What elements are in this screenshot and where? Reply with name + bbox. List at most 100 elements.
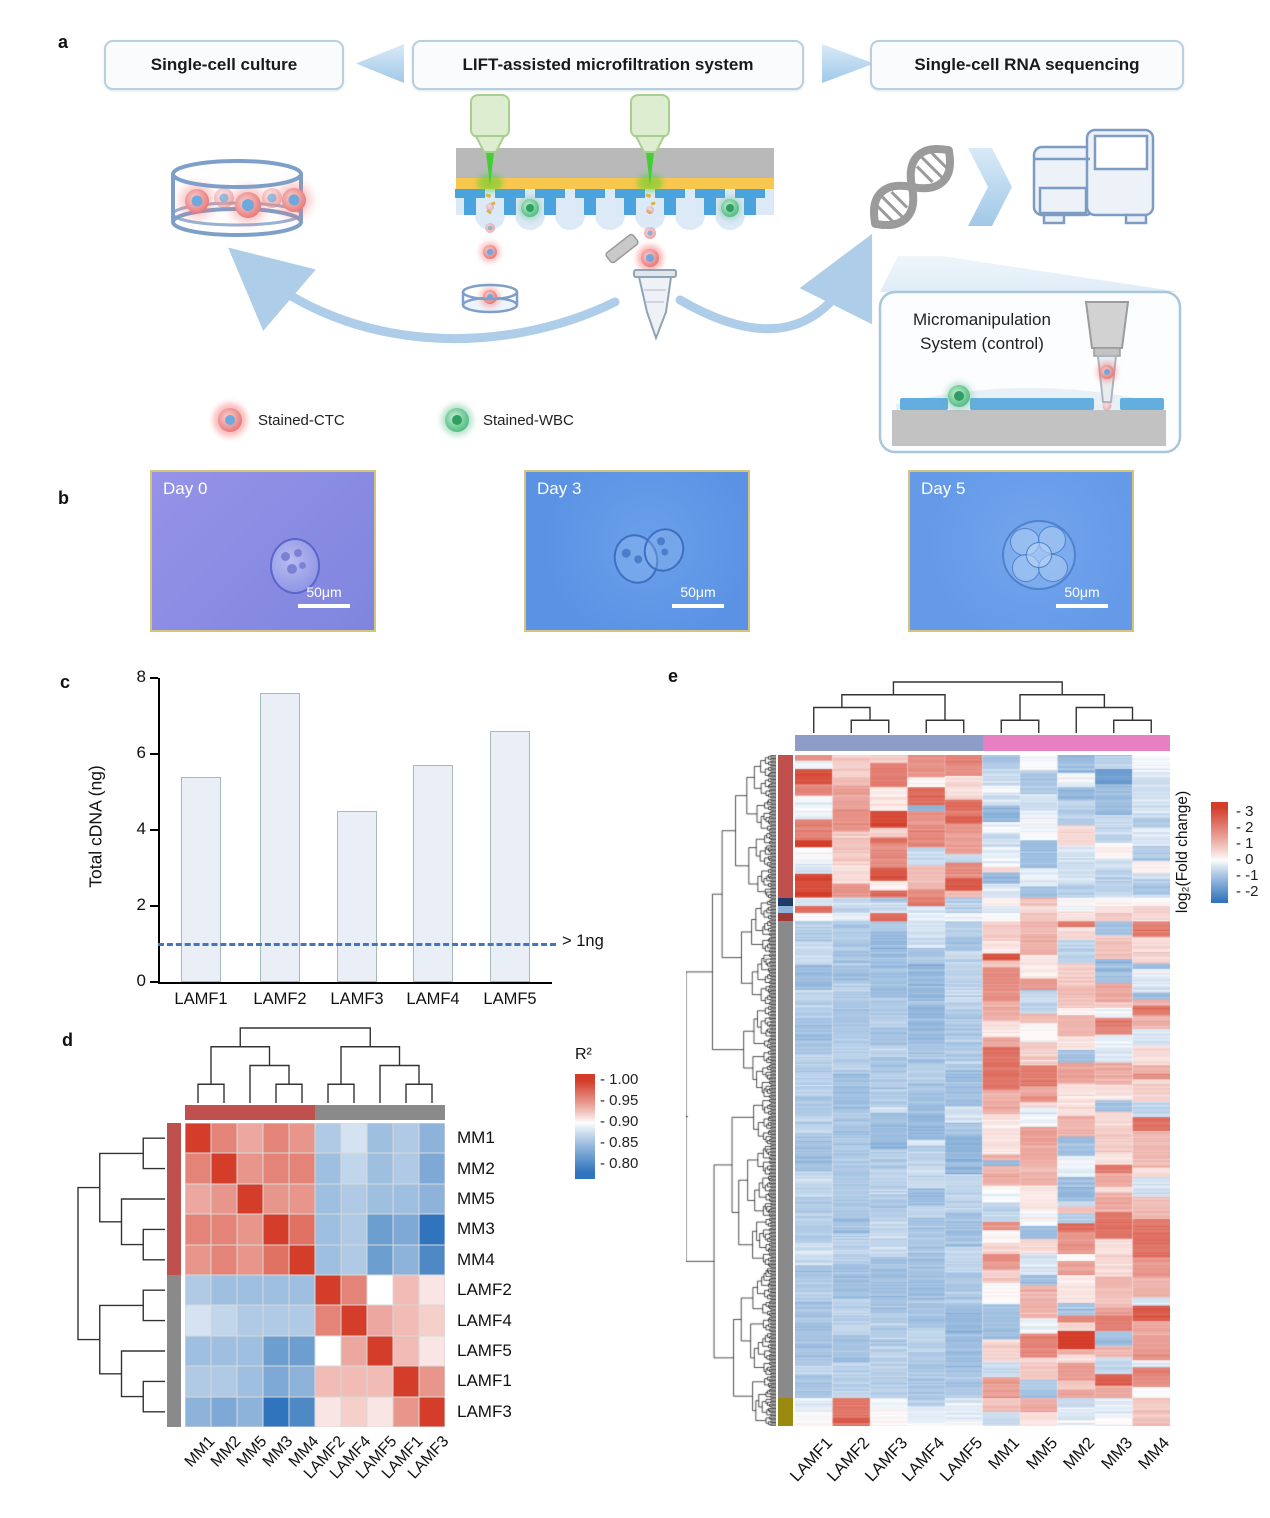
heatmap-cell: [341, 1183, 367, 1215]
legend-tick: - -2: [1236, 882, 1259, 900]
heatmap-cell: [289, 1305, 315, 1336]
legend-title: log₂(Fold change): [1174, 790, 1191, 914]
microfiltration-device-icon: [455, 94, 774, 271]
heatmap-cell: [185, 1366, 211, 1397]
trapped-wbc-icon: [518, 196, 742, 220]
row-label: LAMF4: [457, 1310, 512, 1330]
day-label: Day 5: [921, 479, 966, 498]
heatmap-cell: [341, 1153, 367, 1184]
dna-icon: [870, 145, 954, 229]
heatmap-cell: [211, 1305, 237, 1336]
heatmap-cell: [237, 1366, 263, 1397]
inset-title: Micromanipulation System (control): [893, 308, 1071, 356]
flow-box-rnaseq: Single-cell RNA sequencing: [870, 40, 1184, 90]
x-category-label: LAMF5: [483, 990, 537, 1008]
heatmap-cell: [315, 1366, 341, 1397]
heatmap-cell: [289, 1214, 315, 1245]
heatmap-cell: [419, 1123, 445, 1154]
col-label: MM5: [1022, 1434, 1061, 1474]
heatmap-cell: [419, 1335, 445, 1367]
row-annotation-lamf: [167, 1275, 181, 1427]
flow-box-culture: Single-cell culture: [104, 40, 344, 90]
bar: [337, 811, 377, 982]
heatmap-cell: [237, 1335, 263, 1367]
heatmap-cell: [419, 1366, 445, 1397]
row-label: MM3: [457, 1219, 495, 1239]
heatmap-cell: [237, 1244, 263, 1275]
legend-title: R²: [575, 1046, 592, 1063]
y-tick-label: 4: [136, 819, 146, 838]
inset-title-line2: System (control): [920, 333, 1044, 353]
heatmap-cell: [263, 1214, 289, 1245]
heatmap-cell: [185, 1305, 211, 1336]
heatmap-cell: [185, 1123, 211, 1154]
heatmap-cell: [263, 1396, 289, 1427]
curved-arrow-right: [675, 233, 873, 334]
arrow-left-icon: [356, 44, 404, 83]
col-label: MM4: [1135, 1434, 1174, 1474]
legend-tick: - 0: [1236, 850, 1254, 868]
micrograph-day0: Day 0 50μm: [150, 470, 376, 632]
heatmap-cell: [263, 1305, 289, 1336]
heatmap-cell: [367, 1396, 393, 1427]
curved-arrow-left: [228, 247, 620, 344]
row-dendrogram: [686, 755, 776, 1426]
heatmap-cell: [315, 1153, 341, 1184]
device-glass-layer: [456, 148, 774, 178]
arrow-right-icon: [822, 44, 874, 83]
y-tick-label: 2: [136, 895, 146, 914]
panel-e-label: e: [668, 666, 679, 686]
inset-title-line1: Micromanipulation: [913, 310, 1051, 329]
scale-label: 50μm: [306, 584, 342, 600]
heatmap-cell: [341, 1396, 367, 1427]
heatmap-cell: [289, 1123, 315, 1154]
tube-icon: [605, 233, 677, 341]
bar: [413, 765, 453, 982]
x-category-label: LAMF2: [253, 990, 307, 1008]
heatmap-cell: [315, 1275, 341, 1306]
heatmap-cell: [237, 1183, 263, 1215]
sequencer-icon: [1032, 128, 1155, 225]
heatmap-cell: [341, 1244, 367, 1275]
chevron-right-icon: [968, 148, 1012, 226]
heatmap-cell: [185, 1214, 211, 1245]
row-annotation-block: [778, 905, 793, 913]
bar: [260, 693, 300, 982]
mini-dish-icon: [461, 283, 519, 314]
heatmap-cell: [185, 1244, 211, 1275]
device-gold-layer: [456, 178, 774, 189]
heatmap-cell: [289, 1244, 315, 1275]
heatmap-cell: [237, 1396, 263, 1427]
heatmap-cell: [315, 1244, 341, 1275]
scale-bar: [1056, 604, 1108, 608]
y-axis: [158, 678, 160, 984]
heatmap-cell: [263, 1244, 289, 1275]
petri-dish-icon: [171, 159, 311, 237]
micrograph-day5: Day 5 50μm: [908, 470, 1134, 632]
row-label: LAMF2: [457, 1280, 512, 1300]
heatmap-cell: [263, 1366, 289, 1397]
heatmap-cell: [341, 1123, 367, 1154]
heatmap-cell: [289, 1366, 315, 1397]
x-category-label: LAMF1: [174, 990, 228, 1008]
heatmap-cell: [237, 1214, 263, 1245]
day-label: Day 3: [537, 479, 582, 498]
panel-d-label: d: [62, 1030, 73, 1050]
laser-funnel-icon: [470, 94, 510, 192]
col-label: MM1: [985, 1434, 1024, 1474]
y-tick: [150, 905, 158, 907]
heatmap-cell: [419, 1153, 445, 1184]
x-axis: [158, 982, 552, 984]
heatmap-cell: [341, 1214, 367, 1245]
heatmap-cell: [263, 1335, 289, 1367]
col-annotation-lamf: [315, 1105, 445, 1120]
heatmap-cell: [211, 1153, 237, 1184]
y-axis-title: Total cDNA (ng): [85, 765, 106, 888]
y-tick: [150, 753, 158, 755]
row-annotation-mm: [167, 1123, 181, 1275]
row-annotation-block: [778, 921, 793, 1399]
heatmap-cell: [419, 1396, 445, 1427]
legend-colorbar: [575, 1074, 595, 1179]
legend-tick: - 3: [1236, 802, 1254, 820]
